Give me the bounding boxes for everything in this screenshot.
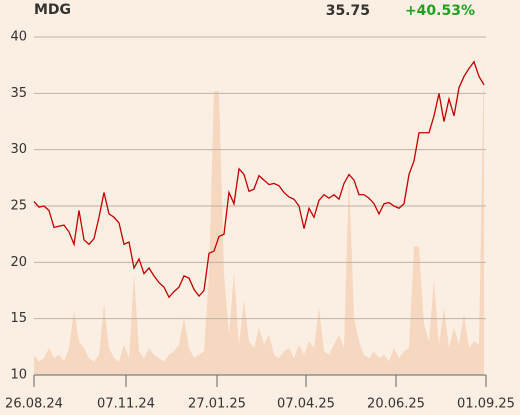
y-tick-label: 10 bbox=[10, 368, 27, 383]
x-tick-label: 26.08.24 bbox=[5, 397, 63, 412]
x-tick-label: 07.04.25 bbox=[277, 397, 335, 412]
last-price: 35.75 bbox=[326, 3, 370, 19]
x-tick-label: 07.11.24 bbox=[97, 397, 155, 412]
y-tick-label: 20 bbox=[10, 255, 27, 270]
volume-area bbox=[34, 53, 484, 376]
y-tick-label: 40 bbox=[10, 30, 27, 45]
price-line bbox=[33, 60, 485, 299]
y-tick-label: 35 bbox=[10, 86, 27, 101]
price-change: +40.53% bbox=[405, 3, 475, 19]
x-tick-label: 27.01.25 bbox=[188, 397, 246, 412]
chart-title: MDG bbox=[34, 2, 71, 18]
x-tick-label: 01.09.25 bbox=[457, 397, 515, 412]
y-tick-label: 25 bbox=[10, 199, 27, 214]
y-tick-label: 30 bbox=[10, 142, 27, 157]
x-tick-label: 20.06.25 bbox=[367, 397, 425, 412]
y-tick-label: 15 bbox=[10, 311, 27, 326]
